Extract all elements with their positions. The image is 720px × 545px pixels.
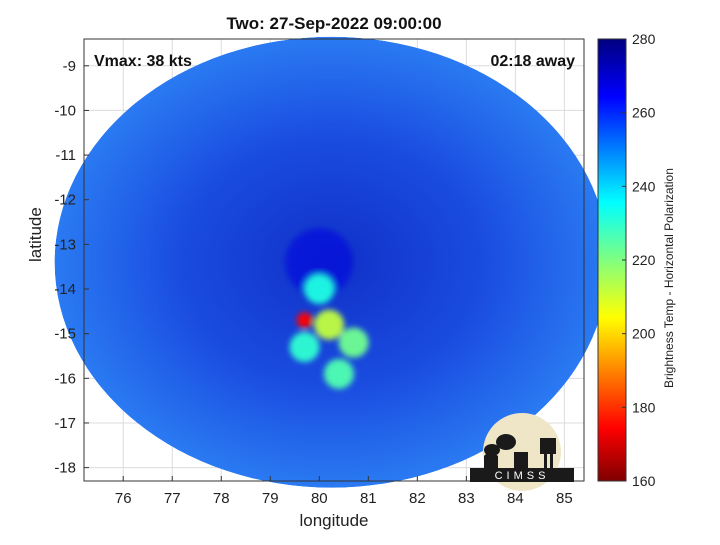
x-axis-label: longitude [299,511,369,530]
x-tick-label: 80 [311,490,328,507]
y-axis-label: latitude [26,207,45,262]
vmax-label: Vmax: 38 kts [94,53,192,70]
y-tick-label: -10 [54,102,76,119]
x-tick-labels: 76 77 78 79 80 81 82 83 84 85 [115,476,573,507]
tb-feature [285,228,354,297]
axes-frame [83,38,585,482]
x-tick-label: 85 [556,490,573,507]
x-tick-label: 79 [262,490,279,507]
tb-feature [338,327,369,358]
plot-title: Two: 27-Sep-2022 09:00:00 [226,14,442,33]
cimss-logo: CIMSS [470,413,574,491]
y-tick-label: -14 [54,281,76,298]
x-tick-label: 83 [458,490,475,507]
y-tick-label: -13 [54,236,76,253]
colorbar [597,38,627,482]
colorbar-tick-label: 160 [632,473,656,489]
storm-features [285,228,369,389]
tb-feature [304,274,335,305]
colorbar-tick-label: 260 [632,105,656,121]
colorbar-tick-label: 220 [632,252,656,268]
y-tick-label: -18 [54,460,76,477]
tb-feature [314,309,345,340]
y-tick-label: -15 [54,326,76,343]
time-away-label: 02:18 away [490,53,575,70]
x-tick-label: 78 [213,490,230,507]
x-tick-label: 82 [409,490,426,507]
tb-feature [289,332,320,363]
colorbar-ticks: 280 260 240 220 200 180 160 [622,31,656,489]
colorbar-tick-label: 200 [632,326,656,342]
y-tick-label: -9 [63,58,76,75]
y-tick-label: -11 [55,147,76,164]
x-tick-label: 84 [507,490,524,507]
x-tick-label: 76 [115,490,132,507]
tb-feature [323,358,354,389]
y-tick-labels: -9 -10 -11 -12 -13 -14 -15 -16 -17 -18 [54,58,89,477]
colorbar-tick-label: 180 [632,399,656,415]
cimss-logo-text: CIMSS [495,470,550,482]
x-tick-label: 81 [360,490,377,507]
tb-feature [296,312,313,329]
y-tick-label: -17 [54,415,76,432]
y-tick-label: -16 [54,370,76,387]
x-tick-label: 77 [164,490,181,507]
colorbar-tick-label: 280 [632,31,656,47]
y-tick-label: -12 [54,192,76,209]
colorbar-tick-label: 240 [632,178,656,194]
swath [54,36,609,488]
colorbar-label: Brightness Temp - Horizontal Polarizatio… [662,168,676,388]
